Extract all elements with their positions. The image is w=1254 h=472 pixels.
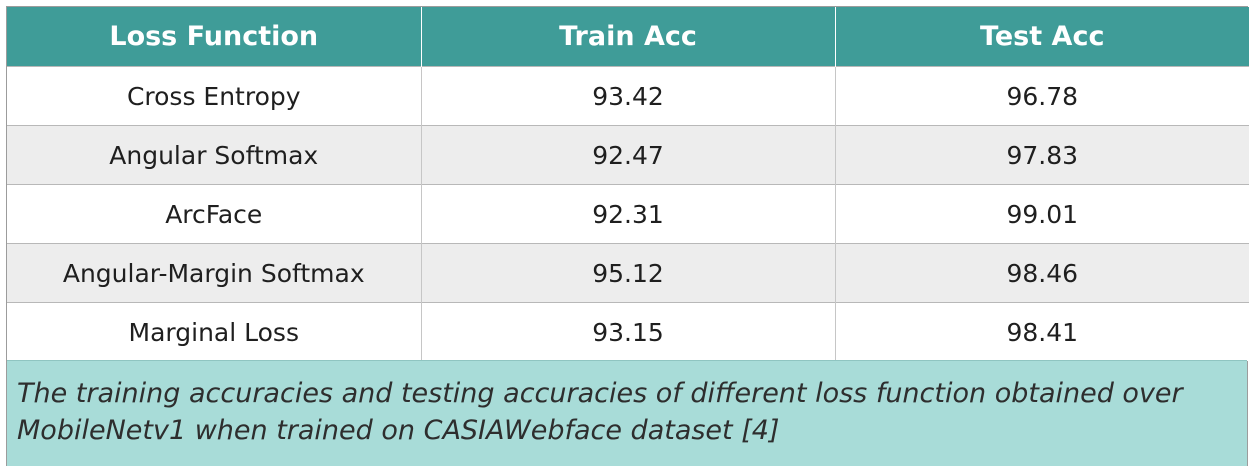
train-acc-cell: 93.42 <box>421 66 836 126</box>
loss-function-cell: ArcFace <box>7 184 422 244</box>
loss-function-cell: Cross Entropy <box>7 66 422 126</box>
header-row: Loss Function Train Acc Test Acc <box>7 7 1249 67</box>
accuracy-table: Loss Function Train Acc Test Acc Cross E… <box>7 7 1249 361</box>
test-acc-cell: 97.83 <box>835 125 1249 185</box>
train-acc-cell: 95.12 <box>421 243 836 303</box>
results-table-figure: Loss Function Train Acc Test Acc Cross E… <box>6 6 1249 466</box>
loss-function-cell: Angular-Margin Softmax <box>7 243 422 303</box>
test-acc-cell: 96.78 <box>835 66 1249 126</box>
train-acc-cell: 92.47 <box>421 125 836 185</box>
table-row: Marginal Loss 93.15 98.41 <box>7 302 1249 361</box>
loss-function-cell: Angular Softmax <box>7 125 422 185</box>
test-acc-cell: 99.01 <box>835 184 1249 244</box>
table-row: Angular Softmax 92.47 97.83 <box>7 125 1249 185</box>
header-loss-function: Loss Function <box>7 7 422 67</box>
table-caption: The training accuracies and testing accu… <box>7 360 1247 466</box>
train-acc-cell: 92.31 <box>421 184 836 244</box>
test-acc-cell: 98.46 <box>835 243 1249 303</box>
test-acc-cell: 98.41 <box>835 302 1249 361</box>
loss-function-cell: Marginal Loss <box>7 302 422 361</box>
table-row: ArcFace 92.31 99.01 <box>7 184 1249 244</box>
header-test-acc: Test Acc <box>835 7 1249 67</box>
table-row: Angular-Margin Softmax 95.12 98.46 <box>7 243 1249 303</box>
train-acc-cell: 93.15 <box>421 302 836 361</box>
header-train-acc: Train Acc <box>421 7 836 67</box>
table-row: Cross Entropy 93.42 96.78 <box>7 66 1249 126</box>
